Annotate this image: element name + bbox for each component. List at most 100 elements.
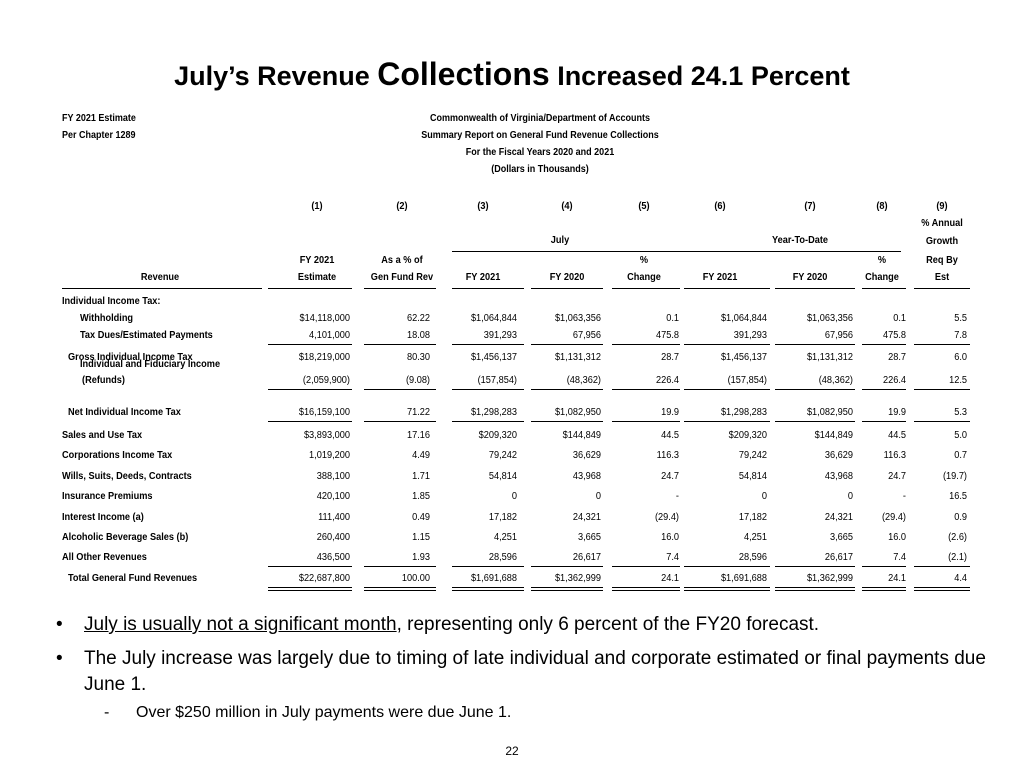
revenue-table: (1) (2) (3) (4) (5) (6) (7) (8) (9) July Year-To-D… — [62, 201, 970, 591]
row-label: Gross Individual Income Tax — [68, 352, 193, 363]
table-cell: $1,082,950 — [806, 407, 853, 418]
table-cell: 24,321 — [824, 512, 853, 523]
table-cell: 5.5 — [954, 313, 967, 324]
total-double-underline — [364, 590, 436, 591]
table-cell: $144,849 — [814, 430, 853, 441]
row-underline — [452, 421, 524, 422]
bullet-dot-1: • — [56, 614, 63, 635]
table-cell: 0.7 — [954, 450, 967, 461]
report-org: Commonwealth of Virginia/Department of A… — [429, 113, 651, 124]
row-underline — [364, 421, 436, 422]
table-cell: (9.08) — [405, 375, 430, 386]
table-cell: $1,131,312 — [806, 352, 853, 363]
table-cell: $1,691,688 — [720, 573, 767, 584]
table-cell: 1.15 — [412, 532, 430, 543]
column-header-top: % — [639, 255, 649, 266]
table-cell: 79,242 — [738, 450, 767, 461]
ytd-group-rule — [684, 251, 901, 252]
row-underline — [684, 344, 770, 345]
row-underline — [531, 389, 603, 390]
column-number: (2) — [396, 201, 408, 212]
group-label-growth: Growth — [925, 236, 959, 247]
table-cell: 26,617 — [572, 552, 601, 563]
column-number: (9) — [936, 201, 948, 212]
column-header: Change — [627, 272, 661, 283]
july-group-rule — [452, 251, 697, 252]
table-cell: $14,118,000 — [299, 313, 350, 324]
table-cell: 0 — [595, 491, 601, 502]
table-cell: 28,596 — [488, 552, 517, 563]
table-cell: 3,665 — [829, 532, 853, 543]
row-underline — [862, 389, 906, 390]
row-label: Alcoholic Beverage Sales (b) — [62, 532, 189, 543]
column-header: FY 2021 — [702, 272, 738, 283]
row-underline — [364, 344, 436, 345]
table-cell: 420,100 — [316, 491, 350, 502]
header-underline — [684, 288, 770, 289]
row-label: Sales and Use Tax — [62, 430, 143, 441]
column-header: Est — [934, 272, 950, 283]
row-underline — [775, 421, 855, 422]
bullet-item-2: • The July increase was largely due to ti… — [56, 646, 996, 698]
table-cell: $1,691,688 — [470, 573, 517, 584]
table-cell: $144,849 — [562, 430, 601, 441]
row-underline — [914, 344, 970, 345]
table-cell: 391,293 — [733, 330, 767, 341]
sub-bullet-item: - Over $250 million in July payments were… — [56, 702, 996, 724]
table-cell: 116.3 — [656, 450, 679, 461]
row-underline — [775, 587, 855, 588]
table-cell: 26,617 — [824, 552, 853, 563]
row-label: Interest Income (a) — [62, 512, 144, 523]
table-cell: (2.1) — [948, 552, 967, 563]
table-cell: 18.08 — [406, 330, 430, 341]
total-double-underline — [862, 590, 906, 591]
header-underline — [62, 288, 262, 289]
table-cell: $1,298,283 — [470, 407, 517, 418]
row-underline — [914, 389, 970, 390]
table-cell: 80.30 — [406, 352, 430, 363]
column-number: (7) — [804, 201, 816, 212]
table-cell: $1,082,950 — [554, 407, 601, 418]
row-underline — [612, 587, 680, 588]
table-cell: 0 — [511, 491, 517, 502]
table-cell: - — [675, 491, 679, 502]
table-cell: $1,362,999 — [554, 573, 601, 584]
total-double-underline — [914, 590, 970, 591]
table-cell: 16.5 — [949, 491, 967, 502]
total-double-underline — [268, 590, 352, 591]
table-cell: $22,687,800 — [298, 573, 350, 584]
row-underline — [364, 587, 436, 588]
table-cell: (48,362) — [818, 375, 853, 386]
table-cell: 391,293 — [483, 330, 517, 341]
table-cell: 475.8 — [655, 330, 679, 341]
column-header: Gen Fund Rev — [370, 272, 434, 283]
table-cell: 16.0 — [888, 532, 906, 543]
total-double-underline — [612, 590, 680, 591]
table-cell: 388,100 — [316, 471, 350, 482]
table-cell: (29.4) — [654, 512, 679, 523]
header-underline — [268, 288, 352, 289]
total-double-underline — [775, 590, 855, 591]
table-cell: (29.4) — [881, 512, 906, 523]
table-cell: 54,814 — [488, 471, 517, 482]
report-header-left: FY 2021 Estimate Per Chapter 1289 — [62, 110, 136, 144]
row-underline — [268, 566, 352, 567]
table-cell: $1,456,137 — [470, 352, 517, 363]
row-underline — [914, 421, 970, 422]
row-underline — [452, 389, 524, 390]
table-cell: 54,814 — [738, 471, 767, 482]
row-underline — [684, 389, 770, 390]
table-cell: 12.5 — [949, 375, 967, 386]
row-label: Net Individual Income Tax — [68, 407, 181, 418]
table-cell: 4,101,000 — [309, 330, 350, 341]
sub-bullet-dash: - — [104, 704, 110, 721]
report-title: Summary Report on General Fund Revenue C… — [421, 130, 659, 141]
row-underline — [268, 389, 352, 390]
bullet-dot-2: • — [56, 648, 63, 669]
table-cell: $209,320 — [728, 430, 767, 441]
row-label: Total General Fund Revenues — [68, 573, 198, 584]
table-cell: 44.5 — [888, 430, 906, 441]
table-cell: 28.7 — [661, 352, 679, 363]
title-part-1: July’s Revenue — [174, 61, 378, 91]
column-number: (1) — [311, 201, 323, 212]
